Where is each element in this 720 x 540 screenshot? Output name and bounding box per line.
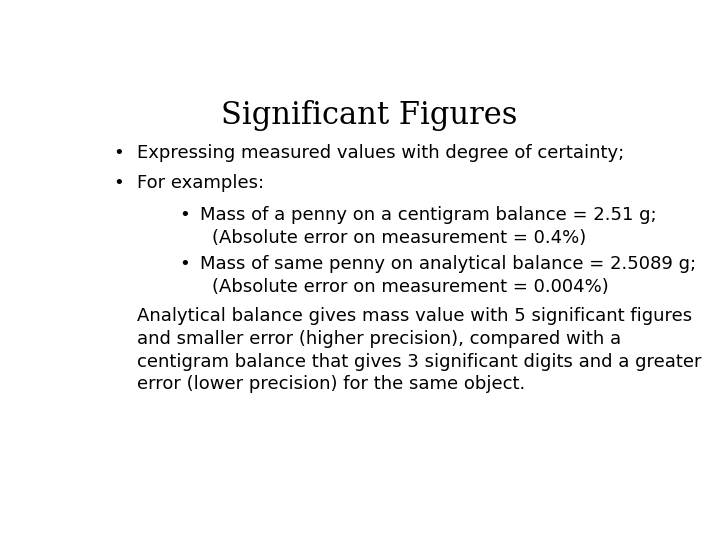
Text: For examples:: For examples: bbox=[138, 174, 264, 192]
Text: centigram balance that gives 3 significant digits and a greater: centigram balance that gives 3 significa… bbox=[138, 353, 702, 370]
Text: Analytical balance gives mass value with 5 significant figures: Analytical balance gives mass value with… bbox=[138, 307, 693, 325]
Text: (Absolute error on measurement = 0.4%): (Absolute error on measurement = 0.4%) bbox=[212, 229, 586, 247]
Text: •: • bbox=[179, 206, 190, 224]
Text: •: • bbox=[114, 174, 124, 192]
Text: Mass of same penny on analytical balance = 2.5089 g;: Mass of same penny on analytical balance… bbox=[200, 255, 697, 273]
Text: Expressing measured values with degree of certainty;: Expressing measured values with degree o… bbox=[138, 144, 625, 162]
Text: error (lower precision) for the same object.: error (lower precision) for the same obj… bbox=[138, 375, 526, 394]
Text: •: • bbox=[179, 255, 190, 273]
Text: and smaller error (higher precision), compared with a: and smaller error (higher precision), co… bbox=[138, 329, 621, 348]
Text: Significant Figures: Significant Figures bbox=[221, 100, 517, 131]
Text: •: • bbox=[114, 144, 124, 162]
Text: (Absolute error on measurement = 0.004%): (Absolute error on measurement = 0.004%) bbox=[212, 278, 608, 296]
Text: Mass of a penny on a centigram balance = 2.51 g;: Mass of a penny on a centigram balance =… bbox=[200, 206, 657, 224]
